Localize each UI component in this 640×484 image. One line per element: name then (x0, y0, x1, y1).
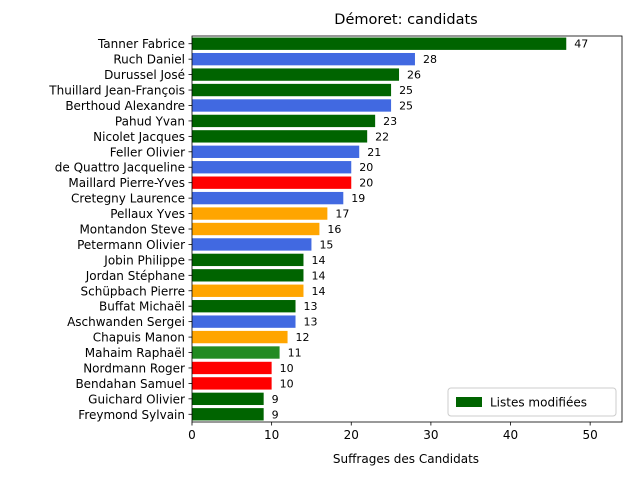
y-tick-label: Pahud Yvan (115, 114, 185, 128)
bar-value-label: 15 (319, 238, 333, 251)
bar-value-label: 22 (375, 130, 389, 143)
y-tick-label: Thuillard Jean-François (48, 84, 185, 98)
bar-value-label: 28 (423, 53, 437, 66)
bar-value-label: 25 (399, 84, 413, 97)
x-tick-label: 30 (423, 428, 438, 442)
bar-value-label: 19 (351, 192, 365, 205)
bar-value-label: 12 (296, 331, 310, 344)
bar-value-label: 14 (311, 285, 325, 298)
legend-label: Listes modifiées (490, 396, 587, 410)
bar (192, 300, 296, 313)
bar-value-label: 47 (574, 38, 588, 51)
y-tick-label: Buffat Michaël (99, 300, 185, 314)
bar-value-label: 14 (311, 269, 325, 282)
bar (192, 99, 392, 112)
legend: Listes modifiées (447, 387, 617, 417)
bar (192, 130, 368, 143)
bar (192, 315, 296, 328)
x-tick-label: 40 (503, 428, 518, 442)
bar-value-label: 11 (288, 347, 302, 360)
bar-value-label: 25 (399, 99, 413, 112)
y-tick-label: Aschwanden Sergei (67, 315, 185, 329)
bar-value-label: 9 (272, 408, 279, 421)
x-tick-label: 0 (188, 428, 196, 442)
bar-value-label: 10 (280, 362, 294, 375)
bar-value-label: 10 (280, 377, 294, 390)
y-tick-label: Mahaim Raphaël (85, 346, 185, 360)
bar-value-label: 26 (407, 69, 421, 82)
bar (192, 83, 392, 97)
bar-value-label: 13 (304, 300, 318, 313)
bar-value-label: 23 (383, 115, 397, 128)
x-tick-label: 50 (583, 428, 598, 442)
bar (192, 408, 264, 421)
y-tick-label: Tanner Fabrice (97, 37, 185, 51)
bar (192, 269, 304, 282)
x-tick-label: 20 (344, 428, 359, 442)
bar (192, 377, 272, 390)
bar (192, 330, 288, 344)
y-tick-label: Jobin Philippe (103, 253, 185, 267)
bar-value-label: 20 (359, 161, 373, 174)
y-tick-label: Maillard Pierre-Yves (68, 176, 185, 190)
bar (192, 361, 272, 375)
legend-swatch (456, 397, 482, 407)
y-tick-label: Chapuis Manon (93, 331, 185, 345)
bar (192, 37, 567, 50)
bar (192, 253, 304, 267)
bar (192, 238, 312, 251)
y-tick-label: Petermann Olivier (77, 238, 185, 252)
y-tick-label: Montandon Steve (79, 223, 185, 237)
y-tick-label: Pellaux Yves (110, 207, 185, 221)
bar (192, 161, 352, 174)
bar-value-label: 21 (367, 146, 381, 159)
y-tick-label: Nicolet Jacques (93, 130, 185, 144)
bar-value-label: 13 (304, 316, 318, 329)
x-axis-label: Suffrages des Candidats (333, 452, 479, 466)
bar (192, 222, 320, 236)
bar-value-label: 17 (335, 208, 349, 221)
plot-frame (191, 35, 623, 423)
y-tick-label: Ruch Daniel (113, 53, 185, 67)
x-tick-label: 10 (264, 428, 279, 442)
bars-group (192, 37, 567, 421)
y-tick-label: de Quattro Jacqueline (55, 161, 185, 175)
legend-box (447, 387, 617, 417)
bar-value-label: 20 (359, 177, 373, 190)
bar (192, 68, 400, 81)
bar-value-label: 9 (272, 393, 279, 406)
bar (192, 114, 376, 128)
y-tick-label: Guichard Olivier (88, 392, 185, 406)
bar (192, 176, 352, 189)
bar (192, 284, 304, 297)
bar (192, 145, 360, 158)
y-tick-label: Schüpbach Pierre (81, 284, 186, 298)
bar (192, 207, 328, 220)
value-labels-group: 4728262525232221202019171615141414131312… (272, 38, 589, 422)
y-tick-label: Cretegny Laurence (71, 192, 185, 206)
y-tick-label: Jordan Stéphane (85, 269, 185, 283)
bar (192, 392, 264, 406)
y-tick-label: Nordmann Roger (83, 361, 185, 375)
bar (192, 346, 280, 359)
y-tick-label: Berthoud Alexandre (65, 99, 185, 113)
bar-value-label: 14 (311, 254, 325, 267)
y-tick-label: Durussel José (104, 68, 185, 82)
bar (192, 191, 344, 205)
y-tick-label: Freymond Sylvain (78, 408, 185, 422)
bar-value-label: 16 (327, 223, 341, 236)
chart-title: Démoret: candidats (334, 12, 477, 28)
bar (192, 52, 415, 66)
y-tick-label: Feller Olivier (110, 145, 185, 159)
x-axis: 0 10 20 30 40 50 (188, 422, 598, 442)
y-tick-label: Bendahan Samuel (75, 377, 185, 391)
